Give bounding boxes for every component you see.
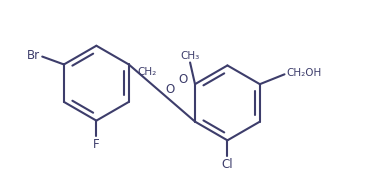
Text: Cl: Cl [222,158,233,171]
Text: CH₃: CH₃ [180,50,200,61]
Text: CH₂OH: CH₂OH [287,68,322,78]
Text: F: F [93,138,100,151]
Text: CH₂: CH₂ [138,66,157,77]
Text: Br: Br [27,49,40,62]
Text: O: O [165,83,175,96]
Text: O: O [179,73,188,86]
